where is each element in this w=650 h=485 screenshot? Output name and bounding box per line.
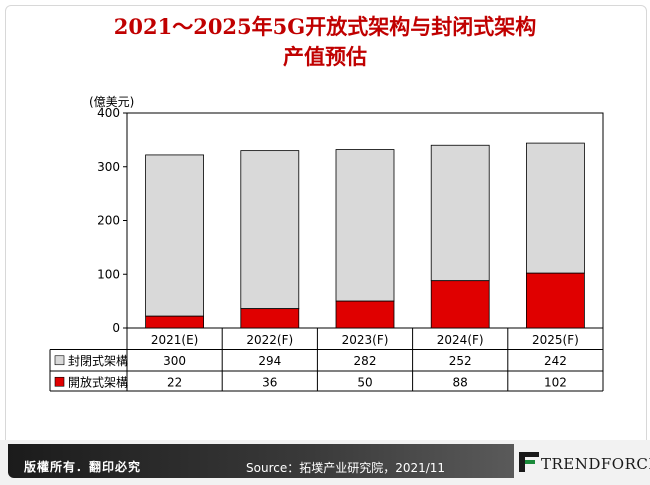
- trendforce-logo-text: TRENDFORCE: [541, 455, 650, 473]
- y-tick-label: 100: [97, 267, 120, 281]
- table-cell-value: 102: [544, 375, 567, 389]
- bar-closed: [526, 142, 585, 274]
- bar-open: [526, 272, 585, 329]
- source-text: Source：拓墣产业研究院，2021/11: [246, 461, 446, 475]
- y-axis-unit-label: (億美元): [89, 95, 135, 109]
- copyright-text: 版權所有．翻印必究: [24, 460, 142, 474]
- bar-open: [240, 308, 300, 329]
- stacked-bar-chart: 0 100 200 300 400 2021(E) 2022(F) 2023(F) 2024(F…: [49, 106, 604, 392]
- footer-dark-band: 版權所有．翻印必究 Source：拓墣产业研究院，2021/11: [8, 444, 514, 478]
- y-tick-label: 300: [97, 160, 120, 174]
- table-cell-value: 300: [163, 354, 186, 368]
- y-tick-label: 200: [97, 214, 120, 228]
- trendforce-logo-icon: [519, 452, 539, 472]
- x-category-label: 2025(F): [532, 333, 579, 347]
- legend-series-name: 封閉式架構: [68, 354, 128, 368]
- legend-swatch: [54, 376, 65, 387]
- bar-closed: [430, 144, 490, 282]
- table-cell-value: 282: [354, 354, 377, 368]
- bar-closed: [240, 150, 300, 310]
- table-cell-value: 22: [167, 375, 182, 389]
- table-cell-value: 242: [544, 354, 567, 368]
- table-cell-value: 36: [262, 375, 277, 389]
- x-category-label: 2021(E): [151, 333, 198, 347]
- chart-title-line-2: 产值预估: [283, 44, 367, 69]
- table-cell-value: 252: [449, 354, 472, 368]
- legend-series-name: 開放式架構: [68, 374, 128, 389]
- y-tick-label: 0: [112, 321, 120, 335]
- bar-open: [430, 280, 490, 329]
- x-category-label: 2023(F): [342, 333, 389, 347]
- trendforce-logo: TRENDFORCE: [518, 450, 650, 478]
- table-cell-value: 88: [453, 375, 468, 389]
- bar-closed: [335, 149, 395, 302]
- chart-title-line-1: 2021～2025年5G开放式架构与封闭式架构: [113, 14, 537, 39]
- table-cell-value: 294: [258, 354, 281, 368]
- x-category-label: 2024(F): [437, 333, 484, 347]
- table-cell-value: 50: [357, 375, 372, 389]
- legend-swatch: [54, 355, 65, 366]
- y-tick-label: 400: [97, 106, 120, 120]
- x-category-label: 2022(F): [246, 333, 293, 347]
- bar-closed: [145, 154, 205, 317]
- bar-open: [335, 300, 395, 329]
- bar-open: [145, 315, 205, 329]
- footer-bar: 版權所有．翻印必究 Source：拓墣产业研究院，2021/11 TRENDFO…: [0, 440, 650, 485]
